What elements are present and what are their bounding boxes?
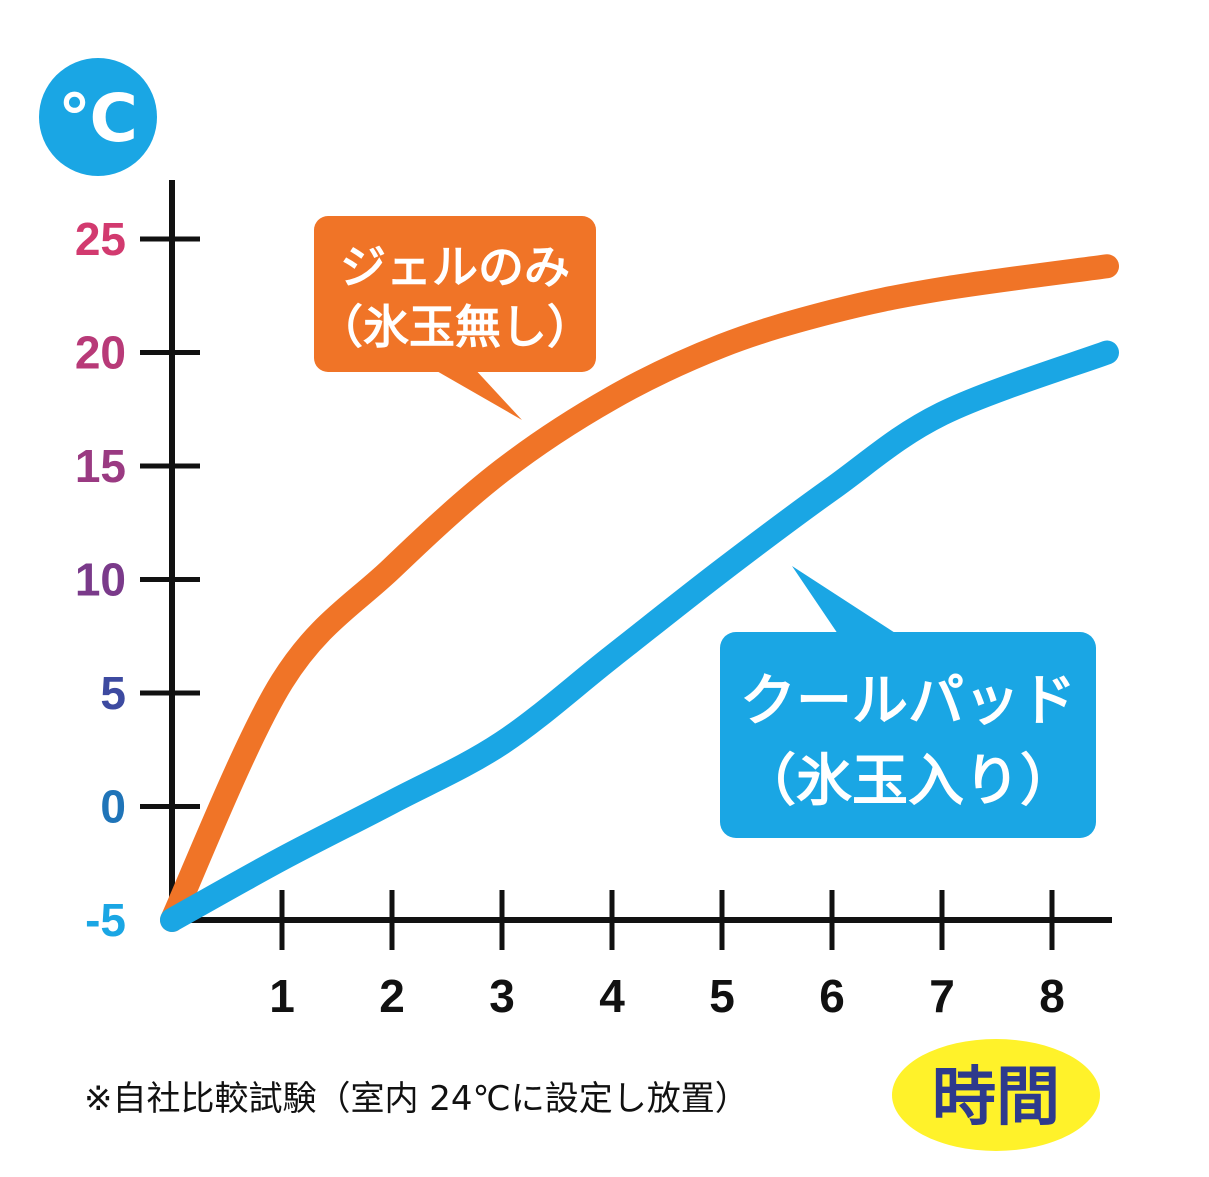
- y-tick-label: 0: [100, 781, 126, 833]
- x-tick-label: 8: [1039, 970, 1065, 1022]
- time-badge: [892, 1039, 1100, 1151]
- celsius-badge-label: ℃: [58, 80, 138, 157]
- celsius-badge: [39, 58, 157, 176]
- y-tick-label: 25: [75, 213, 126, 265]
- series-line-gel-only: [160, 254, 1119, 932]
- callout-cool-pad-line1: クールパッド: [740, 669, 1076, 734]
- x-tick-label: 6: [819, 970, 845, 1022]
- callout-gel-only-line1: ジェルのみ: [340, 240, 570, 294]
- y-axis-ticks: 25 20 15 10 5 0 -5: [75, 213, 200, 946]
- y-tick-label: 5: [100, 667, 126, 719]
- y-tick-label: 15: [75, 440, 126, 492]
- callout-gel-only: ジェルのみ （氷玉無し）: [314, 216, 596, 420]
- x-tick-label: 7: [929, 970, 955, 1022]
- callout-cool-pad: クールパッド （氷玉入り）: [720, 566, 1096, 838]
- y-tick-label: -5: [85, 894, 126, 946]
- y-tick-label: 10: [75, 554, 126, 606]
- callout-gel-only-line2: （氷玉無し）: [317, 300, 593, 354]
- x-tick-label: 2: [379, 970, 405, 1022]
- time-badge-label: 時間: [932, 1061, 1060, 1135]
- x-tick-label: 4: [599, 970, 625, 1022]
- x-tick-label: 5: [709, 970, 735, 1022]
- x-tick-label: 3: [489, 970, 515, 1022]
- series-line-cool-pad: [160, 340, 1119, 932]
- x-tick-label: 1: [269, 970, 295, 1022]
- callout-cool-pad-line2: （氷玉入り）: [740, 749, 1076, 814]
- footnote: ※自社比較試験（室内 24℃に設定し放置）: [84, 1079, 749, 1119]
- x-axis-ticks: 1 2 3 4 5 6 7 8: [269, 890, 1065, 1022]
- y-tick-label: 20: [75, 327, 126, 379]
